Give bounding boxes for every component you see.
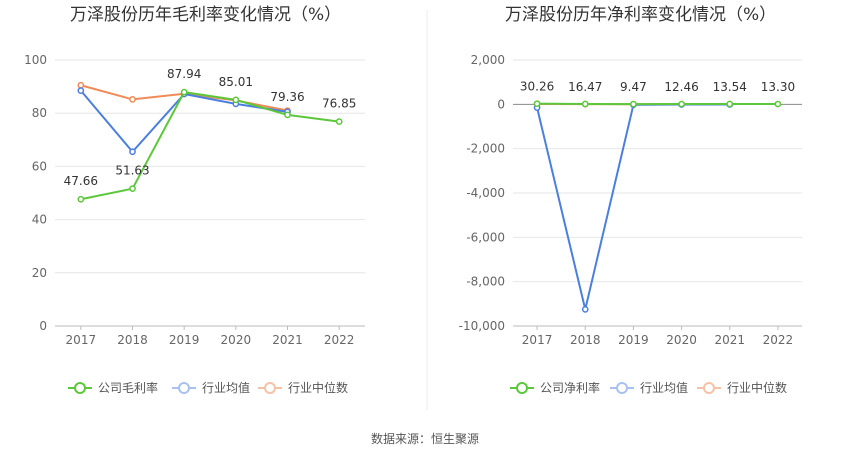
y-tick-label: 20 [32,266,47,280]
y-tick-label: -2,000 [466,142,505,156]
legend-marker [703,382,715,394]
series-line-1 [80,90,340,201]
data-label: 13.54 [713,80,747,94]
data-point [77,87,85,94]
y-tick-label: -8,000 [466,275,505,289]
x-tick-label: 2019 [618,333,649,347]
legend-marker [178,382,190,394]
y-tick-label: 60 [32,159,47,173]
legend-item: 行业中位数 [697,380,787,395]
data-label: 30.26 [520,80,554,94]
legend-item: 行业均值 [610,380,688,395]
y-tick-label: 40 [32,213,47,227]
legend-marker [264,382,276,394]
data-point [726,100,734,108]
y-tick-label: -10,000 [459,319,505,333]
legend-item: 行业均值 [172,380,250,395]
data-point [129,185,136,193]
y-tick-label: 100 [24,53,47,67]
data-point [335,118,343,125]
data-label: 12.46 [664,80,698,94]
data-point [774,100,782,108]
data-point [232,96,240,104]
legend-marker [74,382,86,394]
series-line-2 [80,89,288,154]
legend-label: 行业中位数 [727,380,787,395]
legend-label: 行业均值 [202,380,250,395]
data-point [77,81,85,89]
legend-item: 行业中位数 [258,380,348,395]
data-label: 79.36 [270,90,304,104]
y-tick-label: 2,000 [471,53,505,67]
data-point [630,100,637,108]
data-label: 76.85 [322,97,356,111]
legend-item: 公司毛利率 [68,380,158,395]
data-point [581,306,589,313]
data-point [180,88,188,96]
x-tick-label: 2021 [714,333,745,347]
x-tick-label: 2017 [522,333,553,347]
data-label: 51.63 [115,164,149,178]
legend-marker [616,382,628,394]
y-tick-label: 0 [39,319,47,333]
data-label: 47.66 [64,174,98,188]
data-point [77,195,85,203]
y-tick-label: 0 [497,97,505,111]
y-tick-label: -4,000 [466,186,505,200]
legend-label: 公司净利率 [540,380,600,395]
x-tick-label: 2022 [763,333,794,347]
data-label: 16.47 [568,80,602,94]
x-tick-label: 2018 [570,333,601,347]
y-tick-label: -6,000 [466,230,505,244]
legend-label: 行业均值 [640,380,688,395]
data-point [129,96,136,103]
data-label: 9.47 [620,80,647,94]
legend-label: 行业中位数 [288,380,348,395]
data-source-note: 数据来源：恒生聚源 [370,432,479,446]
data-point [284,111,291,119]
x-tick-label: 2019 [169,333,200,347]
x-tick-label: 2017 [66,333,97,347]
chart-title: 万泽股份历年毛利率变化情况（%） [70,5,341,25]
x-tick-label: 2020 [666,333,697,347]
data-point [533,100,541,108]
data-label: 13.30 [761,80,795,94]
chart-1: 万泽股份历年毛利率变化情况（%） 0 20 40 60 80 100 2017 2018 2019… [24,5,365,395]
data-point [129,148,136,156]
legend-item: 公司净利率 [510,380,600,395]
y-tick-label: 80 [32,106,47,120]
chart-title: 万泽股份历年净利率变化情况（%） [505,5,776,25]
x-tick-label: 2020 [221,333,252,347]
legend-label: 公司毛利率 [98,380,158,395]
data-point [678,100,685,108]
x-tick-label: 2021 [272,333,303,347]
chart-2: 万泽股份历年净利率变化情况（%） -10,000 -8,000 -6,000 -4,00… [459,5,802,395]
data-label: 85.01 [219,75,253,89]
x-tick-label: 2018 [117,333,148,347]
x-tick-label: 2022 [324,333,355,347]
data-label: 87.94 [167,67,201,81]
data-point [581,100,589,108]
legend-marker [516,382,528,394]
series-line-2 [536,103,730,310]
